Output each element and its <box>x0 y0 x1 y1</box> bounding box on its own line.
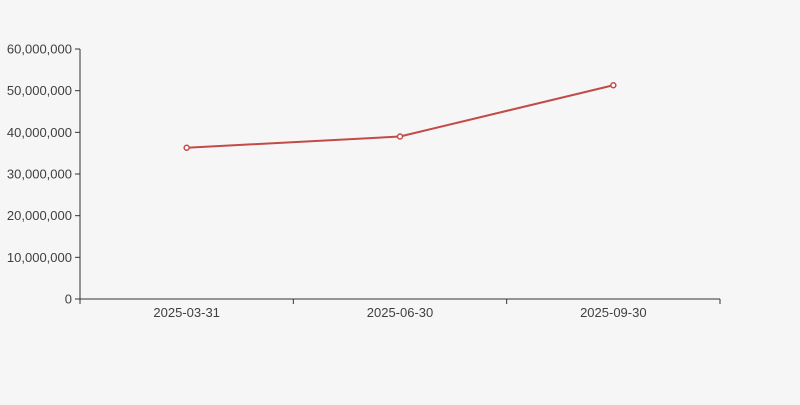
y-axis-tick-label: 50,000,000 <box>7 83 72 98</box>
data-point-marker[interactable] <box>396 133 404 140</box>
y-axis-tick-label: 30,000,000 <box>7 167 72 182</box>
y-axis-tick-label: 40,000,000 <box>7 125 72 140</box>
y-axis-tick-label: 20,000,000 <box>7 208 72 223</box>
x-axis-tick-label: 2025-03-31 <box>153 305 220 320</box>
data-point-marker[interactable] <box>183 144 190 151</box>
data-point-marker[interactable] <box>610 82 617 89</box>
x-axis-tick-label: 2025-06-30 <box>367 305 434 320</box>
y-axis-tick-label: 60,000,000 <box>7 42 72 57</box>
x-axis-tick-label: 2025-09-30 <box>580 305 647 320</box>
y-axis-tick-label: 0 <box>65 292 72 307</box>
y-axis-tick-label: 10,000,000 <box>7 250 72 265</box>
